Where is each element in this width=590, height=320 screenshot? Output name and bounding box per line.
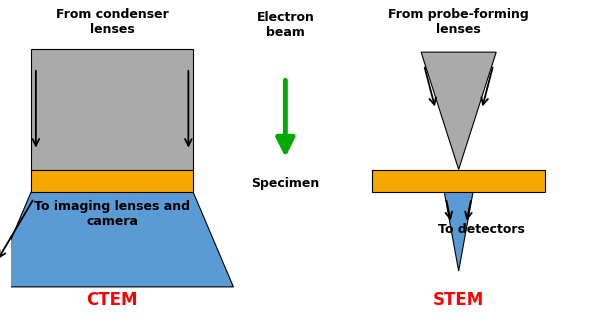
Polygon shape [444,192,473,271]
Text: From probe-forming
lenses: From probe-forming lenses [388,8,529,36]
Text: Electron
beam: Electron beam [257,11,314,39]
Text: To imaging lenses and
camera: To imaging lenses and camera [34,200,190,228]
Text: Specimen: Specimen [251,178,320,190]
Text: CTEM: CTEM [86,291,138,309]
Polygon shape [421,52,496,170]
Polygon shape [0,192,234,287]
Text: To detectors: To detectors [438,223,525,236]
Text: From condenser
lenses: From condenser lenses [55,8,169,36]
Bar [31,49,193,170]
Text: STEM: STEM [433,291,484,309]
Bar [372,170,545,192]
Bar [31,170,193,192]
